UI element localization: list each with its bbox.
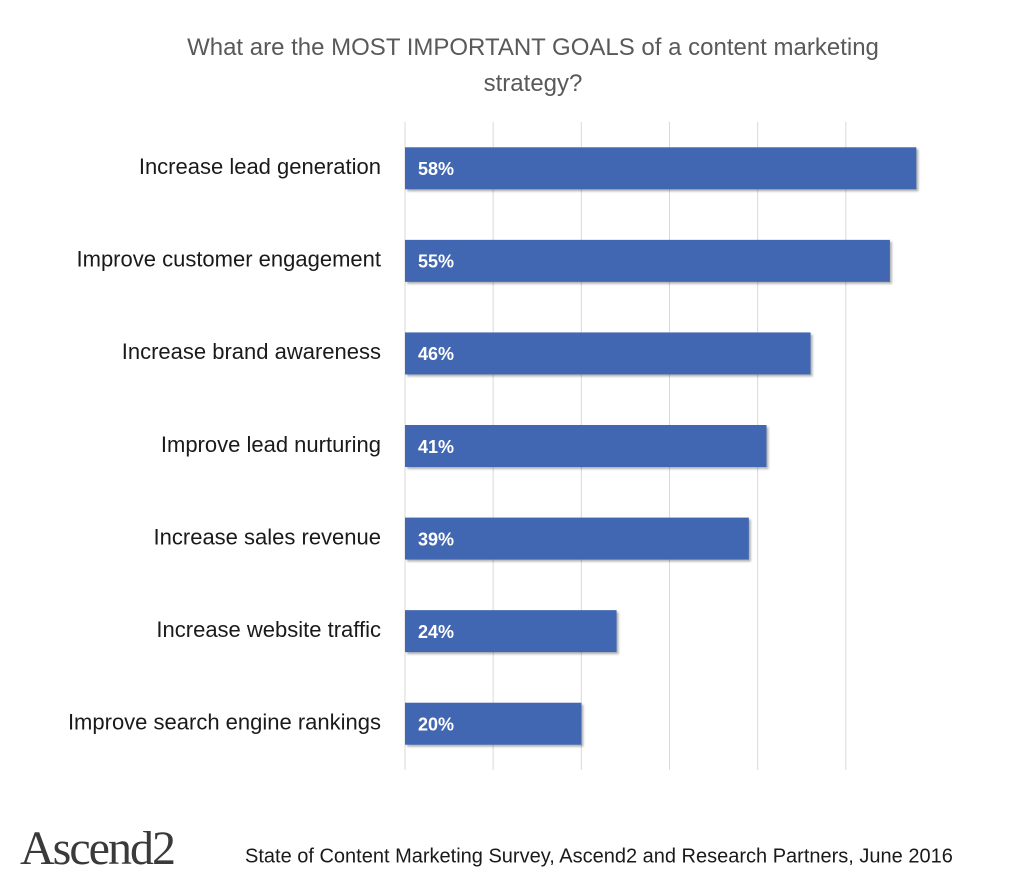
value-label: 55% (418, 252, 454, 272)
category-label: Increase brand awareness (122, 339, 381, 364)
category-label: Improve search engine rankings (68, 710, 381, 735)
bar (405, 239, 890, 282)
bar (405, 610, 617, 653)
bar (405, 517, 749, 560)
value-label: 39% (418, 529, 454, 549)
bar (405, 332, 811, 375)
value-label: 58% (418, 159, 454, 179)
category-label: Increase sales revenue (154, 524, 381, 549)
value-label: 24% (418, 622, 454, 642)
category-label: Improve lead nurturing (161, 432, 381, 457)
category-label: Increase lead generation (139, 154, 381, 179)
value-label: 41% (418, 437, 454, 457)
logo: Ascend2 (20, 822, 174, 875)
chart-title: What are the MOST IMPORTANT GOALS of a c… (187, 34, 879, 97)
value-label: 46% (418, 344, 454, 364)
value-label: 20% (418, 714, 454, 734)
bar (405, 702, 582, 745)
bar (405, 425, 767, 467)
category-label: Improve customer engagement (77, 247, 382, 272)
bar (405, 147, 917, 190)
source-note: State of Content Marketing Survey, Ascen… (245, 845, 953, 867)
category-label: Increase website traffic (156, 617, 381, 642)
